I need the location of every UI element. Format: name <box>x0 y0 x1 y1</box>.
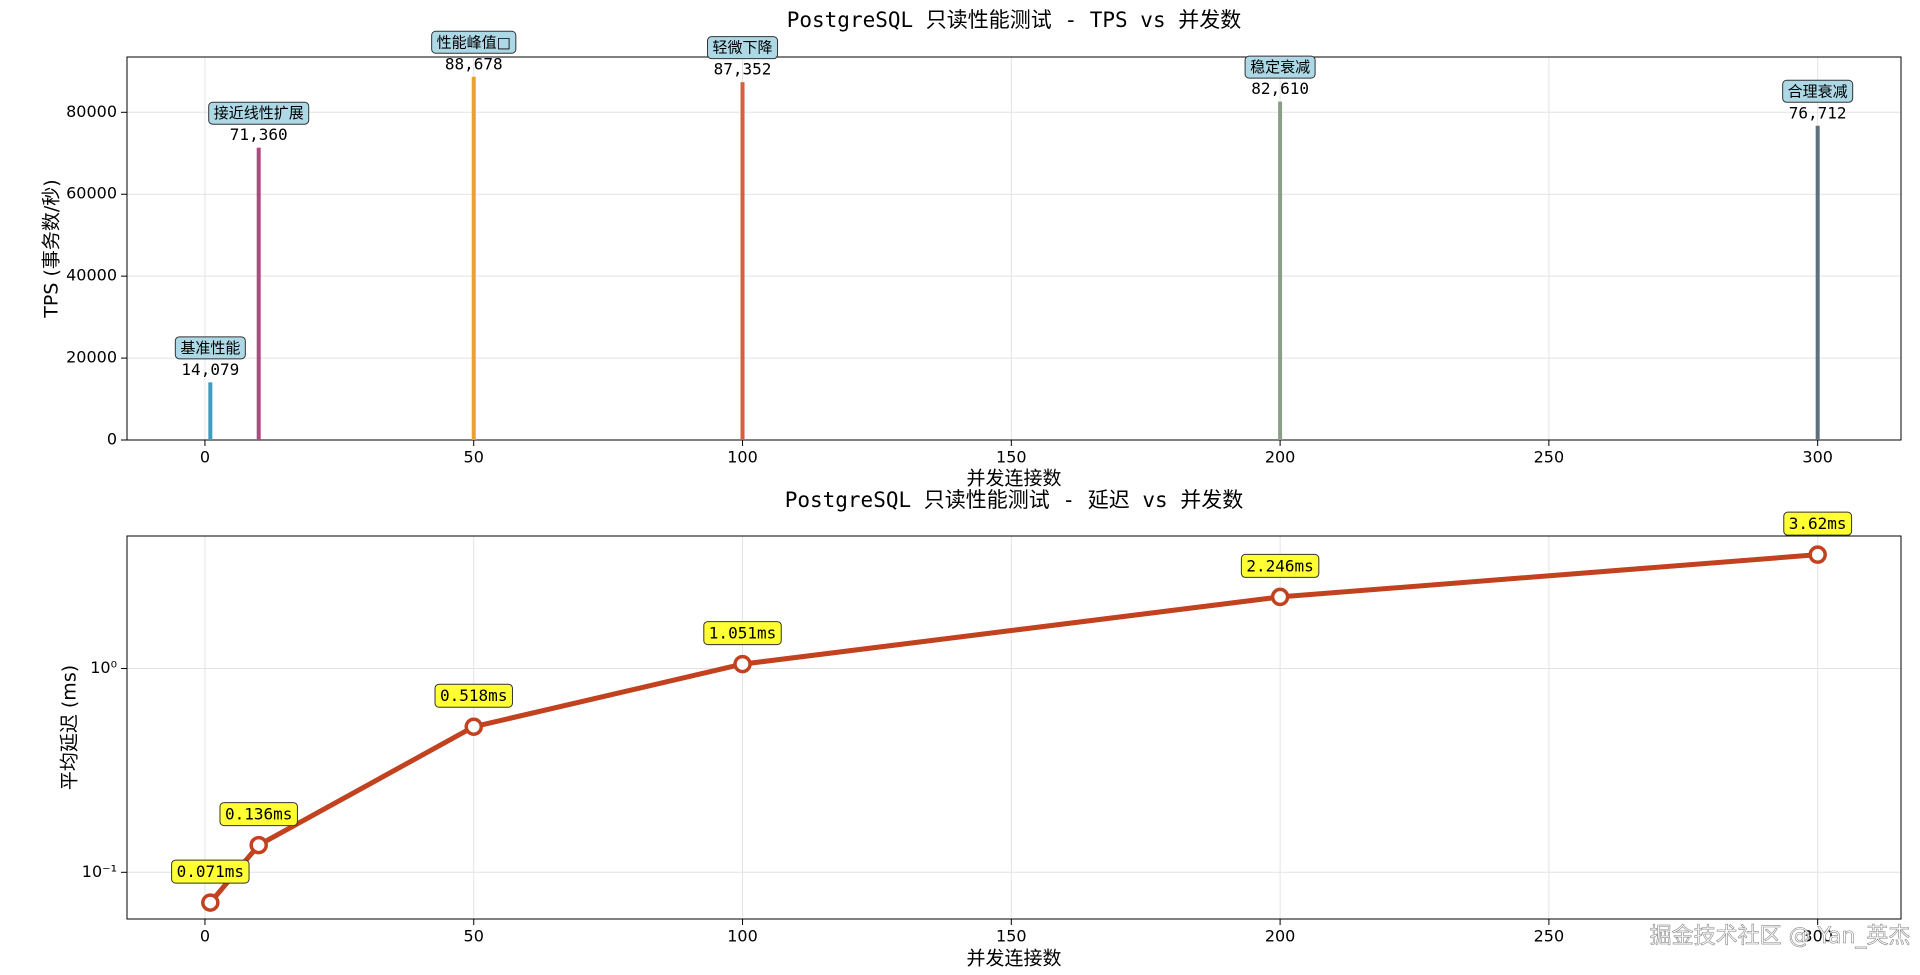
x-tick-label: 250 <box>1534 448 1565 467</box>
value-label: 71,360 <box>230 125 288 144</box>
y-tick-label: 10⁻¹ <box>82 862 117 881</box>
x-axis-label: 并发连接数 <box>966 468 1061 490</box>
value-label: 88,678 <box>445 54 503 73</box>
annotation-box <box>434 683 513 708</box>
annotation-box <box>431 30 517 54</box>
value-label: 87,352 <box>714 60 772 79</box>
y-axis-label: TPS (事务数/秒) <box>41 179 63 318</box>
value-label: 82,610 <box>1251 79 1309 98</box>
value-label: 0.518ms <box>440 686 507 705</box>
point <box>1270 587 1290 607</box>
point <box>201 893 220 912</box>
value-label: 76,712 <box>1789 103 1847 122</box>
latency-line <box>208 552 1818 905</box>
annotation-box <box>1783 511 1853 536</box>
y-tick-label: 40000 <box>66 266 117 285</box>
annotation: 轻微下降 <box>713 39 773 57</box>
value-label: 2.246ms <box>1246 556 1313 575</box>
chart-title: PostgreSQL 只读性能测试 - TPS vs 并发数 <box>787 8 1242 32</box>
chart-title: PostgreSQL 只读性能测试 - 延迟 vs 并发数 <box>785 488 1244 512</box>
y-tick-label: 20000 <box>66 348 117 367</box>
y-tick-label: 80000 <box>66 102 117 121</box>
bar <box>256 147 261 441</box>
bar <box>208 382 213 440</box>
bar <box>740 82 745 441</box>
x-axis-label: 并发连接数 <box>966 948 1061 970</box>
point <box>733 654 752 674</box>
x-tick-label: 50 <box>464 927 484 946</box>
x-tick-label: 50 <box>464 448 484 467</box>
point <box>464 717 483 736</box>
value-label: 0.136ms <box>225 805 292 824</box>
value-label: 14,079 <box>181 360 239 379</box>
x-tick-label: 100 <box>727 927 758 946</box>
x-tick-label: 100 <box>727 448 758 467</box>
annotation: 合理衰减 <box>1788 82 1848 100</box>
bar <box>471 76 476 441</box>
y-tick-label: 0 <box>107 430 117 449</box>
annotation: 稳定衰减 <box>1250 58 1310 76</box>
annotation: 性能峰值□ <box>437 33 511 51</box>
y-tick-label: 60000 <box>66 184 117 203</box>
bar <box>1815 125 1820 441</box>
x-tick-label: 300 <box>1802 448 1833 467</box>
annotation-box <box>174 336 246 360</box>
x-tick-label: 0 <box>200 927 210 946</box>
y-tick-label: 10⁰ <box>90 658 117 677</box>
value-label: 3.62ms <box>1789 514 1847 533</box>
value-label: 0.071ms <box>177 862 244 881</box>
annotation-box <box>219 802 298 827</box>
x-tick-label: 300 <box>1802 927 1833 946</box>
annotation-box <box>703 621 782 646</box>
x-tick-label: 250 <box>1534 927 1565 946</box>
x-tick-label: 0 <box>200 448 210 467</box>
x-tick-label: 200 <box>1265 927 1296 946</box>
point <box>1808 545 1827 564</box>
y-axis-label: 平均延迟 (ms) <box>59 665 81 790</box>
annotation-box <box>171 859 250 884</box>
point <box>249 835 268 855</box>
plot-frame <box>126 56 1902 441</box>
annotation-box <box>1244 55 1316 79</box>
x-tick-label: 150 <box>996 448 1027 467</box>
annotation: 接近线性扩展 <box>214 104 304 122</box>
annotation: 基准性能 <box>180 339 240 357</box>
watermark: 掘金技术社区 @ Yan_英杰 <box>1650 924 1911 949</box>
annotation-box <box>1240 553 1320 578</box>
x-tick-label: 150 <box>996 927 1027 946</box>
annotation-box <box>707 36 779 60</box>
plot-frame <box>126 535 1902 920</box>
annotation-box <box>208 101 310 125</box>
annotation-box <box>1782 79 1854 103</box>
value-label: 1.051ms <box>709 624 776 643</box>
x-tick-label: 200 <box>1265 448 1296 467</box>
bar <box>1278 101 1283 440</box>
